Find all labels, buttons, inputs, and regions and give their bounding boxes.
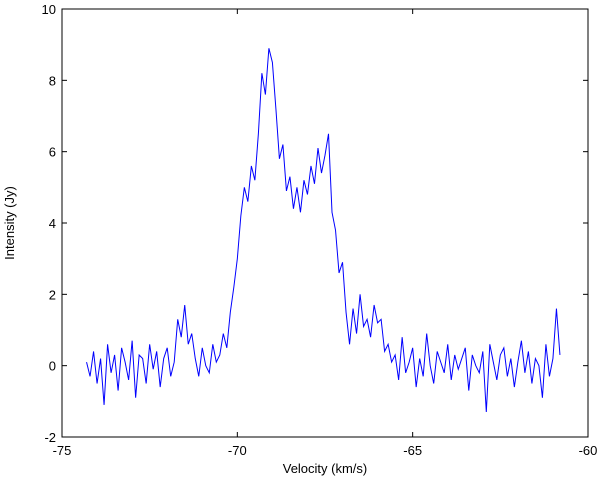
y-tick-label: 10: [42, 2, 56, 17]
y-tick-label: 8: [49, 73, 56, 88]
y-tick-label: 0: [49, 359, 56, 374]
x-axis-label: Velocity (km/s): [283, 461, 368, 476]
data-line: [86, 48, 561, 413]
plot-frame: [61, 8, 589, 438]
y-tick-label: 6: [49, 145, 56, 160]
x-tick-label: -70: [228, 443, 247, 458]
y-tick-label: 4: [49, 216, 56, 231]
y-axis-label: Intensity (Jy): [2, 186, 17, 260]
y-tick-label: 2: [49, 287, 56, 302]
x-tick-label: -75: [53, 443, 72, 458]
x-tick-label: -65: [403, 443, 422, 458]
x-tick-label: -60: [579, 443, 598, 458]
y-tick-label: -2: [44, 430, 56, 445]
